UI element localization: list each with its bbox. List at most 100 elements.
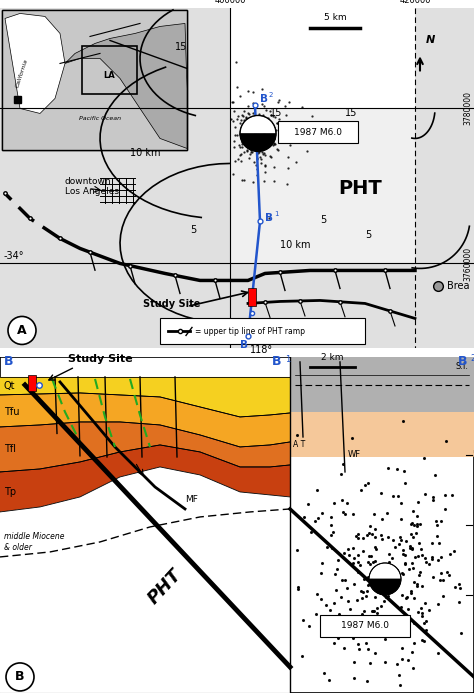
Point [327, 519, 334, 530]
Point [233, 130, 240, 141]
Point [319, 630, 326, 641]
Text: 1987 M6.0: 1987 M6.0 [294, 128, 342, 137]
Text: B: B [240, 340, 248, 351]
Point [391, 541, 399, 552]
Text: 15: 15 [175, 42, 187, 53]
Point [234, 111, 242, 122]
Point [260, 148, 268, 159]
Point [359, 586, 367, 597]
Point [421, 489, 428, 500]
Point [313, 485, 321, 496]
Point [294, 581, 302, 593]
Wedge shape [240, 134, 276, 152]
Point [396, 532, 403, 543]
Point [398, 602, 405, 613]
Point [419, 581, 426, 592]
Bar [2, 10, 187, 150]
Point [259, 118, 267, 129]
Point [261, 167, 269, 178]
Point [354, 567, 362, 578]
Point [261, 149, 269, 160]
Point [268, 131, 276, 142]
Point [286, 139, 293, 150]
Point [267, 109, 274, 121]
Text: Brea: Brea [447, 281, 470, 292]
Point [442, 435, 450, 446]
Point [248, 115, 256, 126]
Point [387, 565, 394, 576]
Point [414, 496, 421, 507]
Point [366, 559, 374, 570]
Point [457, 627, 465, 638]
Text: Tfu: Tfu [4, 407, 19, 417]
Point [264, 112, 272, 123]
Point [377, 529, 385, 541]
Point [434, 598, 441, 609]
Point [406, 543, 413, 554]
Point [393, 658, 401, 669]
Point [370, 565, 377, 576]
Point [271, 175, 278, 186]
Bar [14, 96, 21, 103]
Point [429, 495, 437, 506]
Point [259, 109, 266, 121]
Point [357, 586, 365, 597]
Point [401, 550, 409, 561]
Point [271, 139, 279, 150]
Point [255, 146, 262, 157]
Bar [290, 412, 474, 457]
Point [245, 141, 253, 152]
Text: 3760000: 3760000 [463, 247, 472, 281]
Point [371, 542, 379, 553]
Point [230, 105, 238, 116]
Point [246, 136, 254, 147]
Point [334, 554, 342, 565]
Point [258, 83, 266, 94]
Point [428, 551, 436, 562]
Point [317, 593, 325, 604]
Point [377, 487, 384, 498]
Point [397, 498, 405, 509]
Point [237, 128, 244, 139]
Point [402, 536, 410, 547]
Point [285, 151, 292, 162]
Point [335, 609, 343, 620]
Point [376, 631, 384, 642]
Circle shape [6, 663, 34, 691]
Point [238, 109, 246, 121]
Point [429, 572, 437, 583]
Point [371, 524, 379, 535]
Point [343, 498, 351, 509]
Point [381, 656, 389, 667]
Point [332, 620, 340, 631]
Point [238, 137, 246, 148]
Point [271, 138, 278, 149]
Point [414, 606, 421, 617]
Bar [248, 288, 256, 306]
Polygon shape [0, 445, 290, 512]
Point [330, 597, 338, 608]
Point [407, 585, 414, 596]
Point [229, 96, 237, 107]
Point [238, 141, 246, 152]
Point [401, 558, 409, 569]
Point [270, 139, 277, 150]
Point [307, 526, 315, 537]
Circle shape [8, 317, 36, 344]
Point [395, 538, 402, 550]
Point [436, 574, 444, 586]
Text: A: A [17, 324, 27, 337]
Point [248, 147, 256, 158]
Point [339, 507, 347, 518]
Point [311, 515, 319, 526]
Point [258, 125, 265, 137]
Point [373, 607, 381, 618]
Point [319, 507, 326, 518]
Point [245, 117, 253, 128]
Point [374, 602, 381, 613]
Point [439, 574, 447, 586]
Point [382, 633, 389, 644]
Text: Qt: Qt [4, 381, 16, 391]
Point [369, 556, 377, 568]
Point [235, 153, 242, 164]
